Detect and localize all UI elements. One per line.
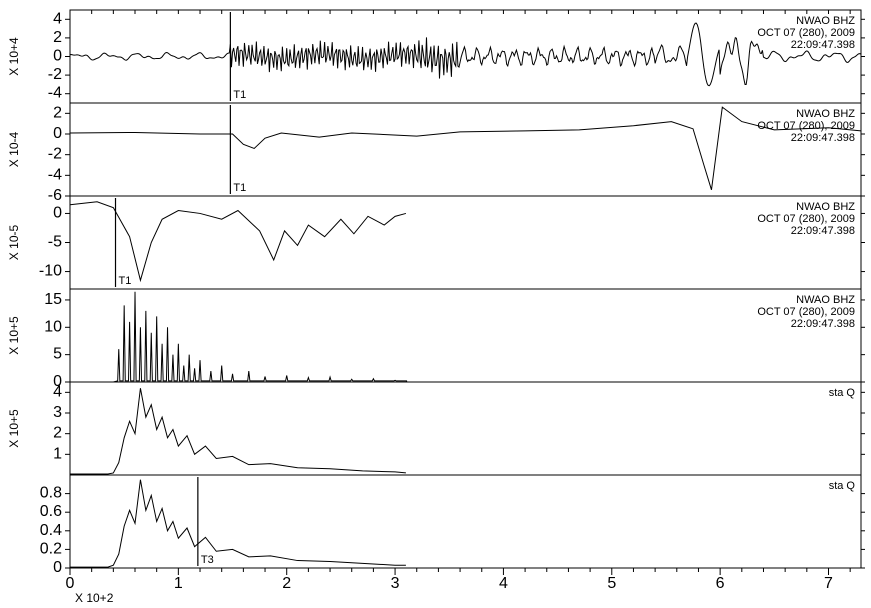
panel-meta-text: OCT 07 (280), 2009 <box>757 120 855 132</box>
ytick-label: 10 <box>44 318 62 335</box>
panel-frame <box>70 10 861 103</box>
ytick-label: -10 <box>39 263 62 280</box>
xtick-label: 0 <box>66 575 75 592</box>
panel-meta-text: NWAO BHZ <box>796 15 855 27</box>
trace-p1 <box>70 23 861 86</box>
panel-meta-text: 22:09:47.398 <box>791 318 855 330</box>
time-marker-label: T3 <box>201 554 214 566</box>
time-marker-label: T1 <box>233 182 246 194</box>
xtick-label: 7 <box>824 575 833 592</box>
ytick-label: 0 <box>53 48 62 65</box>
panel-meta-text: sta Q <box>829 387 856 399</box>
ytick-label: -2 <box>48 66 62 83</box>
ytick-label: 2 <box>53 425 62 442</box>
panel-frame <box>70 196 861 289</box>
y-axis-label: X 10-5 <box>7 224 21 260</box>
panel-meta-text: OCT 07 (280), 2009 <box>757 213 855 225</box>
ytick-label: -6 <box>48 187 62 204</box>
panel-meta-text: OCT 07 (280), 2009 <box>757 306 855 318</box>
ytick-label: 15 <box>44 291 62 308</box>
time-marker-label: T1 <box>119 275 132 287</box>
panel-meta-text: 22:09:47.398 <box>791 132 855 144</box>
time-marker-label: T1 <box>233 89 246 101</box>
ytick-label: 0.8 <box>40 485 62 502</box>
trace-p3 <box>70 202 406 280</box>
xtick-label: 5 <box>607 575 616 592</box>
seismogram-figure: -4-2024X 10+4NWAO BHZOCT 07 (280), 20092… <box>0 0 871 608</box>
ytick-label: 0.6 <box>40 503 62 520</box>
panel-meta-text: 22:09:47.398 <box>791 225 855 237</box>
ytick-label: -4 <box>48 85 62 102</box>
xtick-label: 4 <box>499 575 508 592</box>
y-axis-label: X 10-4 <box>7 131 21 167</box>
panel-meta-text: NWAO BHZ <box>796 108 855 120</box>
y-axis-label: X 10+5 <box>7 409 21 448</box>
panel-frame <box>70 382 861 475</box>
ytick-label: -2 <box>48 146 62 163</box>
panel-meta-text: NWAO BHZ <box>796 201 855 213</box>
y-axis-label: X 10+5 <box>7 316 21 355</box>
ytick-label: 0 <box>53 125 62 142</box>
ytick-label: 0.4 <box>40 522 62 539</box>
xtick-label: 1 <box>174 575 183 592</box>
trace-p4 <box>70 292 407 382</box>
ytick-label: -4 <box>48 166 62 183</box>
ytick-label: 5 <box>53 346 62 363</box>
ytick-label: 0 <box>53 559 62 576</box>
panel-frame <box>70 475 861 568</box>
panel-meta-text: 22:09:47.398 <box>791 39 855 51</box>
ytick-label: 4 <box>53 10 62 27</box>
ytick-label: 2 <box>53 104 62 121</box>
y-axis-label: X 10+4 <box>7 37 21 76</box>
ytick-label: 4 <box>53 383 62 400</box>
ytick-label: 2 <box>53 29 62 46</box>
ytick-label: 1 <box>53 445 62 462</box>
trace-p6 <box>70 480 406 567</box>
trace-p5 <box>70 388 406 474</box>
panel-frame <box>70 103 861 196</box>
xtick-label: 2 <box>282 575 291 592</box>
xtick-label: 6 <box>716 575 725 592</box>
x-axis-label: X 10+2 <box>75 591 114 605</box>
ytick-label: 0.2 <box>40 540 62 557</box>
panel-meta-text: sta Q <box>829 480 856 492</box>
trace-p2 <box>70 107 861 190</box>
xtick-label: 3 <box>391 575 400 592</box>
ytick-label: 0 <box>53 204 62 221</box>
panel-meta-text: NWAO BHZ <box>796 294 855 306</box>
ytick-label: 3 <box>53 404 62 421</box>
ytick-label: -5 <box>48 234 62 251</box>
panel-meta-text: OCT 07 (280), 2009 <box>757 27 855 39</box>
